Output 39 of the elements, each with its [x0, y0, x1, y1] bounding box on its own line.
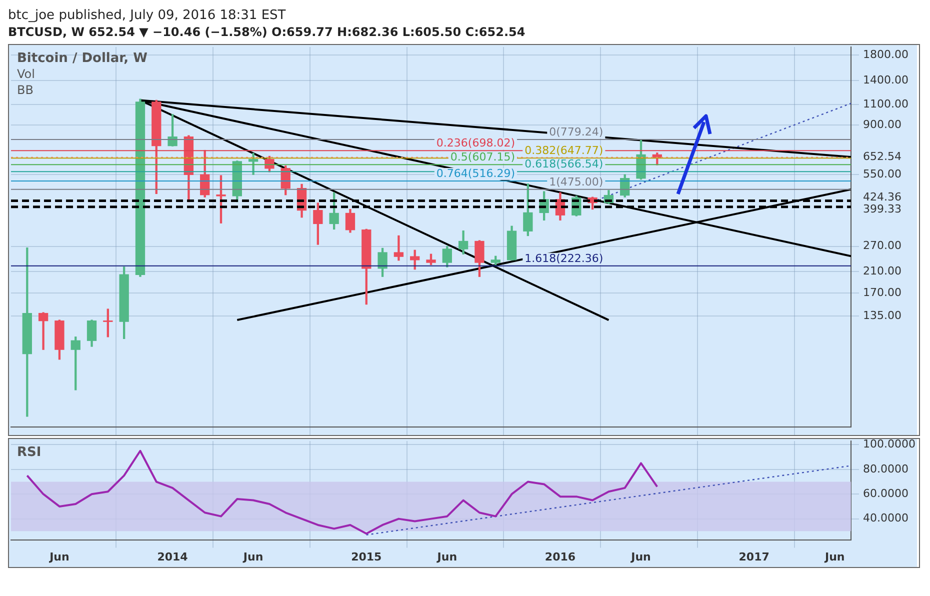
- y-tick-label: 424.36: [863, 190, 902, 204]
- y-tick-label: 900.00: [863, 118, 902, 131]
- x-tick-label: Jun: [630, 550, 651, 564]
- y-tick-label: 135.00: [863, 309, 902, 322]
- x-tick-label: 2015: [351, 550, 382, 564]
- ref-line-label: 0.618(566.54): [524, 157, 604, 170]
- y-tick-label: 270.00: [863, 239, 902, 252]
- ref-line-label: 1.618(222.36): [524, 252, 604, 265]
- y-tick-label: 1800.00: [863, 48, 908, 61]
- y-tick-label: 399.33: [863, 202, 902, 216]
- x-tick-label: Jun: [824, 550, 845, 564]
- text: btc_joe published, July 09, 2016 18:31 EST: [8, 8, 287, 25]
- chart-title: Bitcoin / Dollar, W: [17, 50, 148, 66]
- y-tick-label: 80.0000: [863, 462, 908, 476]
- ref-line-label: 0.5(607.15): [450, 150, 515, 164]
- y-tick-label: 40.0000: [863, 512, 908, 525]
- y-tick-label: 60.0000: [863, 486, 908, 500]
- ref-line-label: 0.236(698.02): [436, 136, 515, 150]
- x-tick-label: 2016: [544, 550, 576, 564]
- y-tick-label: 652.54: [863, 150, 902, 164]
- x-tick-label: Jun: [436, 550, 458, 564]
- ref-line-label: 0.382(647.77): [524, 144, 604, 157]
- x-tick-label: Jun: [242, 550, 264, 564]
- annotation: BB: [17, 83, 34, 98]
- y-tick-label: 550.00: [863, 167, 902, 180]
- annotation: Vol: [17, 67, 35, 82]
- y-tick-label: 170.00: [863, 286, 902, 299]
- ref-line-label: 1(475.00): [549, 175, 604, 188]
- ref-line-label: 0(779.24): [549, 125, 604, 138]
- y-tick-label: 1400.00: [863, 73, 908, 86]
- y-tick-label: 100.0000: [863, 438, 916, 451]
- x-tick-label: 2014: [157, 550, 188, 564]
- y-tick-label: 210.00: [863, 264, 902, 278]
- chart-title: RSI: [17, 444, 42, 460]
- chart-subtitle: BTCUSD, W 652.54 ▼ −10.46 (−1.58%) O:659.77 H:682.36 L:605.50 C:652.54: [8, 25, 526, 41]
- x-tick-label: Jun: [48, 550, 70, 564]
- ref-line-label: 0.764(516.29): [436, 166, 515, 180]
- x-tick-label: 2017: [738, 550, 770, 564]
- y-tick-label: 1100.00: [863, 98, 908, 111]
